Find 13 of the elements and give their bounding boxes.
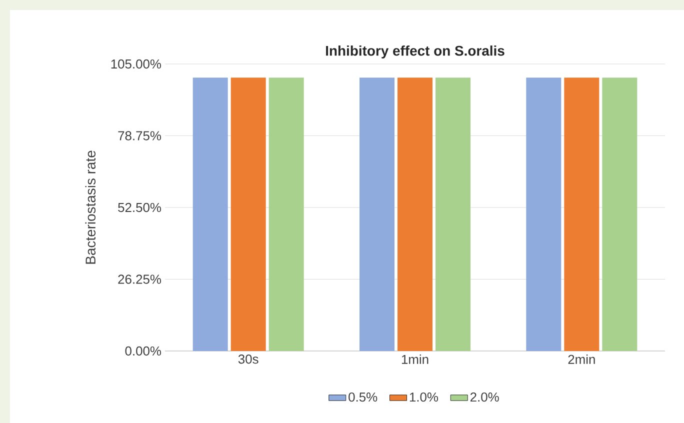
chart-title: Inhibitory effect on S.oralis — [326, 45, 504, 58]
y-tick-label: 105.00% — [111, 59, 162, 69]
y-tick-label: 26.25% — [118, 274, 162, 284]
y-tick-label: 52.50% — [118, 202, 162, 212]
x-tick-label: 30s — [238, 354, 258, 364]
x-tick-label: 2min — [568, 354, 595, 364]
y-tick-label: 0.00% — [125, 346, 162, 356]
x-tick-label: 1min — [402, 354, 428, 364]
legend-label: 1.0% — [410, 392, 438, 402]
y-axis-title: Bacteriostasis rate — [85, 150, 96, 264]
legend-label: 2.0% — [470, 392, 499, 402]
legend-label: 0.5% — [348, 392, 378, 402]
y-tick-label: 78.75% — [118, 131, 162, 140]
